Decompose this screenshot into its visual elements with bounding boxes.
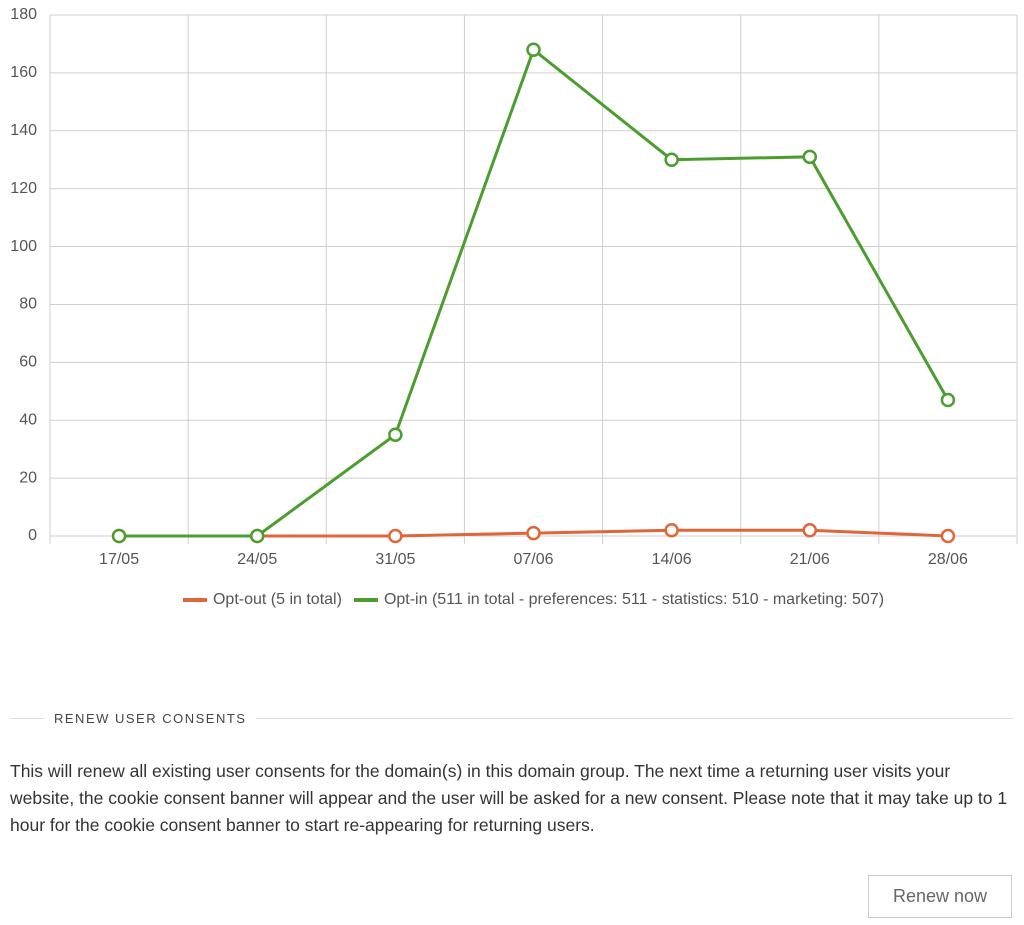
data-point [526,42,541,57]
data-point [249,528,265,544]
y-tick-label: 20 [19,469,37,486]
data-point [664,522,679,538]
data-point [802,522,818,538]
y-tick-label: 140 [10,122,37,139]
x-tick-label: 17/05 [99,551,139,568]
x-tick-label: 21/06 [790,551,830,568]
x-tick-label: 14/06 [652,551,692,568]
data-point [388,528,403,544]
renew-button[interactable]: Renew now [868,875,1012,918]
divider [256,717,1013,719]
section-title: RENEW USER CONSENTS [54,710,247,726]
section-header: RENEW USER CONSENTS [10,708,1013,728]
y-tick-label: 60 [19,354,37,371]
data-point [526,525,541,541]
data-point [388,427,403,442]
chart: 0 20 40 60 80 100 120 140 160 180 17/05 24/05 31/05 0… [10,6,1018,608]
legend-label: Opt-out (5 in total) [213,591,342,608]
data-point [111,528,127,544]
x-tick-label: 31/05 [375,551,415,568]
legend-label: Opt-in (511 in total - preferences: 511 … [384,591,884,608]
data-point [802,149,818,165]
x-tick-label: 28/06 [928,551,968,568]
y-tick-label: 100 [10,238,37,255]
description: This will renew all existing user consen… [10,761,1008,835]
y-tick-label: 160 [10,64,37,81]
x-tick-label: 07/06 [513,551,553,568]
data-point [664,152,679,167]
y-tick-label: 120 [10,180,37,197]
data-point [940,528,956,544]
y-tick-label: 40 [19,411,37,428]
data-point [940,392,956,408]
y-tick-label: 0 [28,527,37,544]
x-tick-label: 24/05 [237,551,277,568]
y-tick-label: 180 [10,6,37,23]
y-tick-label: 80 [19,296,37,313]
series-line [119,47,950,538]
divider [10,717,44,719]
